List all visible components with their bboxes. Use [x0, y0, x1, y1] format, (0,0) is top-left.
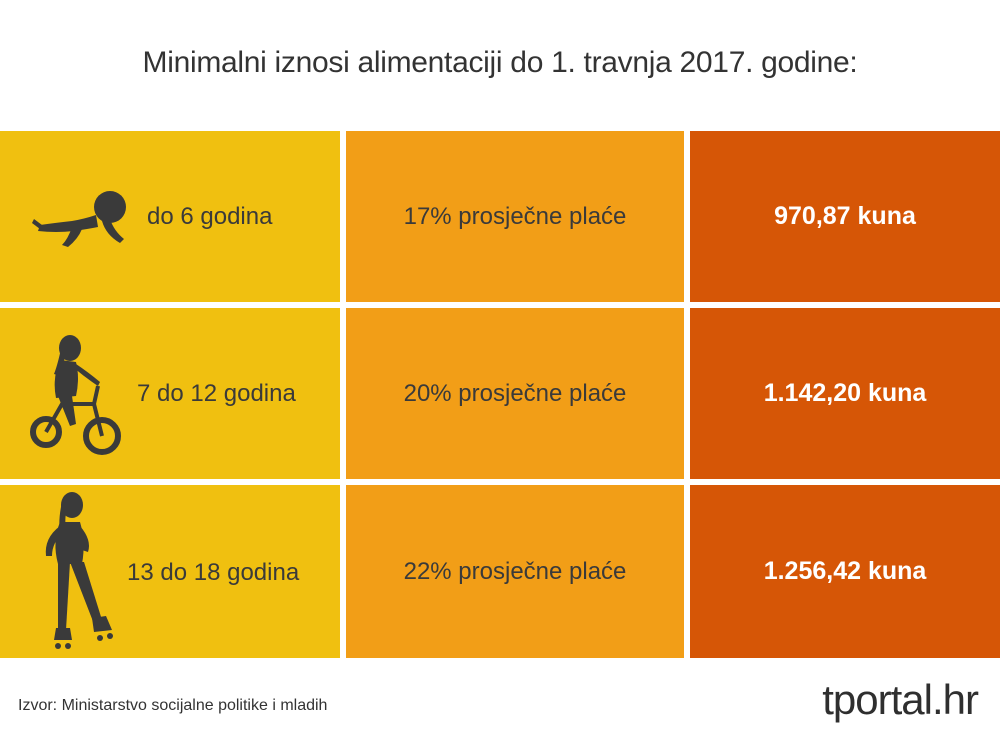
- tportal-logo: tportal.hr: [822, 676, 979, 723]
- age-cell: do 6 godina: [0, 131, 340, 302]
- amount-cell: 1.256,42 kuna: [690, 485, 1000, 658]
- age-label: 13 do 18 godina: [127, 559, 300, 586]
- percent-cell: 20% prosječne plaće: [346, 308, 684, 479]
- child-on-bicycle-icon: [28, 334, 123, 459]
- age-label: do 6 godina: [147, 203, 273, 230]
- percent-cell: 22% prosječne plaće: [346, 485, 684, 658]
- crawling-baby-icon: [32, 185, 132, 255]
- source-note: Izvor: Ministarstvo socijalne politike i…: [18, 697, 328, 714]
- percent-cell: 17% prosječne plaće: [346, 131, 684, 302]
- age-label: 7 do 12 godina: [137, 380, 296, 407]
- age-cell: 7 do 12 godina: [0, 308, 340, 479]
- amount-cell: 970,87 kuna: [690, 131, 1000, 302]
- page-title: Minimalni iznosi alimentaciji do 1. trav…: [142, 46, 858, 79]
- age-cell: 13 do 18 godina: [0, 485, 340, 658]
- amount-cell: 1.142,20 kuna: [690, 308, 1000, 479]
- teen-rollerblading-icon: [30, 490, 125, 655]
- alimony-table: do 6 godina 17% prosječne plaće 970,87 k…: [0, 131, 1000, 658]
